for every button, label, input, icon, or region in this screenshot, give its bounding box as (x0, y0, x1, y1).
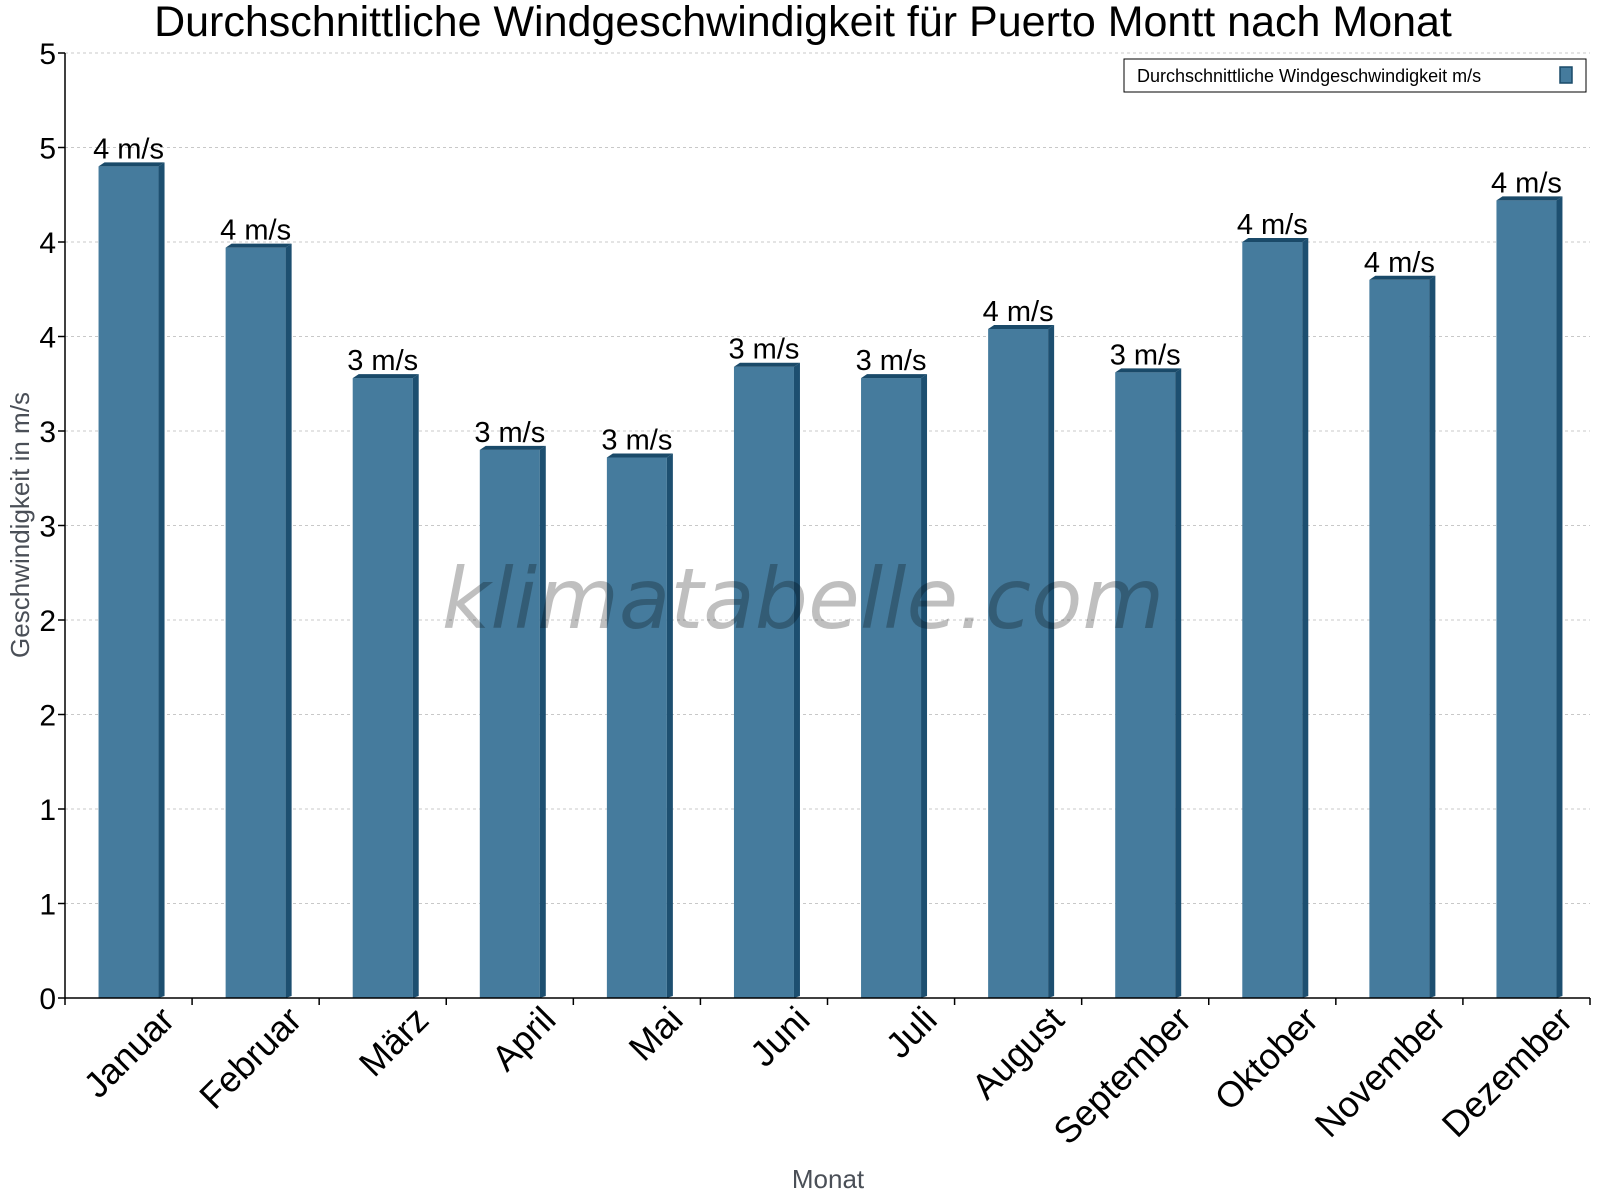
y-tick-label: 5 (39, 133, 56, 166)
x-tick-label: Januar (75, 999, 182, 1106)
bar-top (1115, 368, 1182, 373)
bar (1369, 279, 1430, 998)
data-label: 3 m/s (1110, 339, 1181, 371)
bar-side (1175, 368, 1182, 998)
bar-side (412, 374, 419, 999)
bar-side (1556, 196, 1563, 999)
bar-side (158, 162, 165, 998)
x-tick-label: März (351, 999, 437, 1085)
x-tick-label: November (1307, 999, 1453, 1145)
data-label: 4 m/s (220, 215, 291, 247)
x-tick-label: August (964, 999, 1072, 1107)
bar-side (793, 362, 800, 998)
bar-top (1242, 238, 1309, 242)
y-tick-label: 4 (39, 227, 56, 260)
data-label: 3 m/s (601, 424, 672, 456)
gridlines (65, 52, 1590, 904)
bar (606, 457, 667, 999)
bar (1242, 242, 1303, 998)
bar (1115, 372, 1176, 998)
data-labels: 4 m/s 4 m/s 3 m/s 3 m/s 3 m/s 3 m/s 3 m/s 4 m/s… (93, 133, 1562, 456)
bar-side (539, 445, 546, 998)
bar (479, 449, 540, 998)
x-tick-label: April (484, 999, 564, 1079)
chart-title: Durchschnittliche Windgeschwindigkeit fü… (154, 0, 1452, 46)
bar-top (988, 324, 1055, 329)
y-tick-label: 1 (39, 794, 56, 827)
bar-top (352, 374, 419, 379)
legend-box (1123, 58, 1587, 93)
bar-side (666, 453, 673, 999)
x-tick-label: Mai (621, 999, 691, 1069)
x-axis-ticks: Januar Februar März April Mai Juni Juli AugustS… (64, 998, 1591, 1153)
bar-top (1496, 196, 1563, 201)
bar-top (479, 445, 546, 450)
y-tick-label: 2 (39, 605, 56, 638)
watermark: klimatabelle.com (442, 550, 1165, 648)
bar-top (225, 243, 292, 248)
bar (225, 247, 286, 999)
data-label: 3 m/s (347, 345, 418, 377)
bar (1496, 200, 1557, 999)
bar-side (1048, 324, 1055, 998)
legend-swatch (1559, 66, 1573, 84)
x-tick-label: Februar (191, 999, 309, 1117)
y-tick-label: 3 (39, 416, 56, 449)
x-tick-label: Juli (878, 999, 945, 1066)
y-tick-label: 5 (39, 38, 56, 71)
x-tick-label: Dezember (1434, 999, 1580, 1145)
x-tick-label: September (1045, 999, 1199, 1153)
data-label: 4 m/s (983, 296, 1054, 328)
legend: Durchschnittliche Windgeschwindigkeit m/… (1123, 58, 1587, 93)
data-label: 3 m/s (474, 417, 545, 449)
bar-side (921, 374, 928, 999)
y-tick-label: 0 (39, 983, 56, 1016)
y-tick-label: 2 (39, 700, 56, 733)
bar-top (1369, 275, 1436, 280)
y-tick-label: 3 (39, 511, 56, 544)
bars (98, 162, 1563, 999)
x-tick-label: Juni (742, 999, 818, 1075)
x-tick-label: Oktober (1206, 999, 1326, 1119)
bar (98, 166, 159, 998)
bar-top (606, 453, 673, 458)
bar-side (1429, 275, 1436, 998)
data-label: 4 m/s (1491, 167, 1562, 199)
bar-top (861, 374, 928, 379)
data-label: 4 m/s (1237, 209, 1308, 241)
y-tick-label: 4 (39, 322, 56, 355)
bar-side (1302, 238, 1309, 998)
y-tick-label: 1 (39, 889, 56, 922)
bar-top (98, 162, 165, 167)
legend-label: Durchschnittliche Windgeschwindigkeit m/… (1137, 66, 1481, 86)
y-axis-title: Geschwindigkeit in m/s (5, 392, 35, 658)
bar (988, 328, 1049, 998)
bar (733, 366, 794, 998)
data-label: 4 m/s (93, 133, 164, 165)
data-label: 4 m/s (1364, 247, 1435, 279)
bar-top (733, 362, 800, 367)
x-axis-title: Monat (792, 1164, 865, 1194)
bar (352, 378, 413, 999)
bar-side (285, 243, 292, 999)
y-axis-ticks: 0 1 1 2 2 3 3 4 4 5 5 (39, 38, 65, 1016)
data-label: 3 m/s (729, 334, 800, 366)
data-label: 3 m/s (856, 345, 927, 377)
bar (861, 378, 922, 999)
